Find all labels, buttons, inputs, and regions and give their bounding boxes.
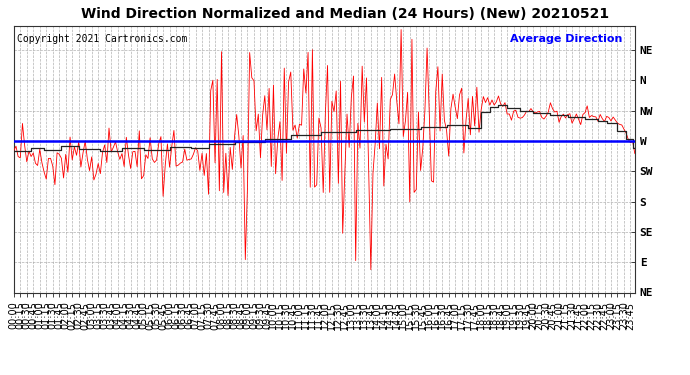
Text: Wind Direction Normalized and Median (24 Hours) (New) 20210521: Wind Direction Normalized and Median (24… [81, 8, 609, 21]
Text: Copyright 2021 Cartronics.com: Copyright 2021 Cartronics.com [17, 34, 187, 44]
Text: Average Direction: Average Direction [510, 34, 622, 44]
